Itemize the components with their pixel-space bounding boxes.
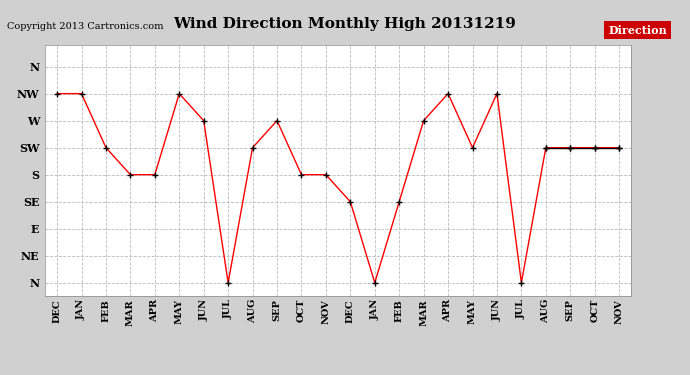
Text: Wind Direction Monthly High 20131219: Wind Direction Monthly High 20131219: [174, 17, 516, 32]
Text: Direction: Direction: [608, 25, 667, 36]
Text: Copyright 2013 Cartronics.com: Copyright 2013 Cartronics.com: [7, 22, 164, 31]
